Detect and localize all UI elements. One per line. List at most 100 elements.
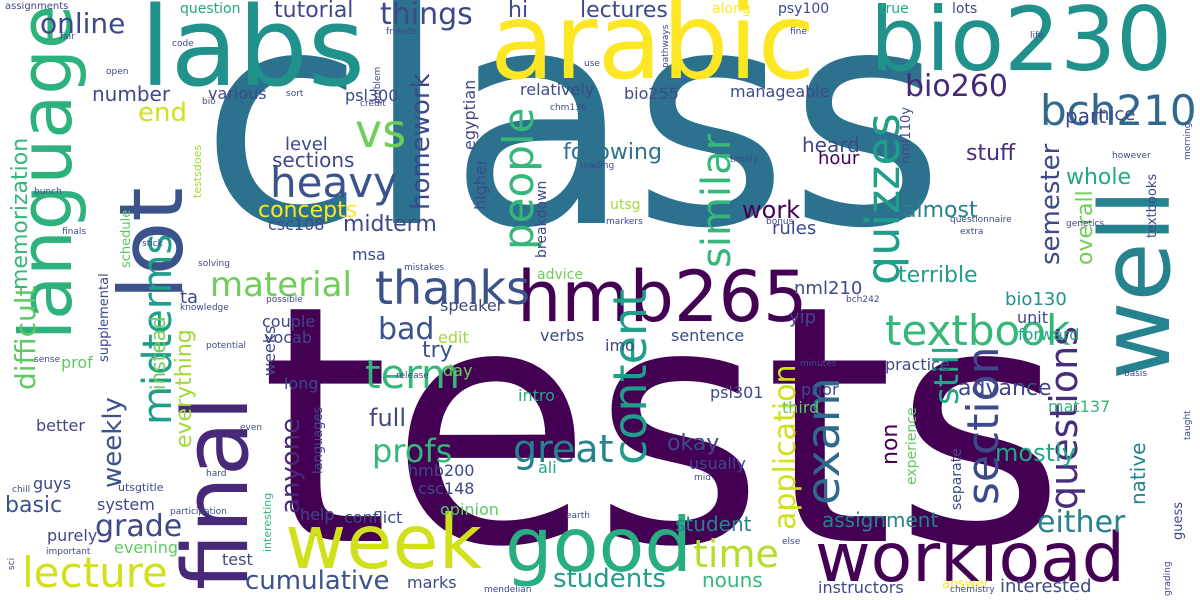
word-cumulative: cumulative xyxy=(245,566,390,596)
word-csc108: csc108 xyxy=(268,215,325,234)
word-higher: higher xyxy=(471,158,490,210)
word-basic: basic xyxy=(5,493,63,518)
word-utsgtitle: utsgtitle xyxy=(118,481,164,494)
word-end: end xyxy=(138,98,187,128)
word-weeks: weeks xyxy=(260,325,279,376)
word-heard: heard xyxy=(802,133,860,157)
word-things: things xyxy=(380,0,473,32)
word-prior: prior xyxy=(801,380,839,399)
word-third: third xyxy=(782,398,820,417)
word-day: day xyxy=(443,361,473,380)
word-whole: whole xyxy=(1066,165,1132,190)
word-rules: rules xyxy=(772,218,817,239)
word-vocab: vocab xyxy=(264,328,313,347)
word-schedule: schedule xyxy=(119,209,134,268)
word-similar: similar xyxy=(694,133,740,268)
word-opinion: opinion xyxy=(440,500,499,519)
word-earth: earth xyxy=(566,511,590,521)
word-good: good xyxy=(505,501,692,589)
word-hi: hi xyxy=(508,0,529,23)
word-bio260: bio260 xyxy=(905,69,1008,104)
word-sections: sections xyxy=(272,148,355,172)
word-test: test xyxy=(222,550,253,569)
word-part: part xyxy=(1065,104,1107,128)
word-timely: timely xyxy=(730,155,759,165)
word-textbook: textbook xyxy=(885,306,1071,355)
word-practice: practice xyxy=(885,355,950,374)
word-egyptian: egyptian xyxy=(460,79,479,150)
word-release: release xyxy=(396,371,429,381)
word-even: even xyxy=(240,423,263,433)
word-profs: profs xyxy=(372,432,453,470)
word-various: various xyxy=(208,84,267,103)
word-mat137: mat137 xyxy=(1048,397,1111,416)
word-homework: homework xyxy=(406,73,436,210)
word-intro: intro xyxy=(518,386,555,405)
word-psl300: psl300 xyxy=(345,86,399,105)
word-native: native xyxy=(1126,442,1150,505)
word-potential: potential xyxy=(206,341,247,351)
word-utsg: utsg xyxy=(610,197,641,213)
word-terrible: terrible xyxy=(898,263,978,288)
word-basis: basis xyxy=(1124,369,1148,379)
word-psl301: psl301 xyxy=(710,383,764,402)
word-heavy: heavy xyxy=(270,158,398,207)
word-content: content xyxy=(603,288,657,465)
word-full: full xyxy=(369,404,406,432)
word-bio255: bio255 xyxy=(624,84,679,103)
word-purely: purely xyxy=(47,526,98,545)
word-supplemental: supplemental xyxy=(97,273,112,362)
word-memorization: memorization xyxy=(8,137,33,290)
word-online: online xyxy=(40,7,126,40)
word-chill: chill xyxy=(12,485,31,495)
word-knowledge: knowledge xyxy=(180,303,229,313)
word-arabic: arabic xyxy=(490,0,816,103)
word-advance: advance xyxy=(958,376,1052,401)
word-class: class xyxy=(200,0,945,294)
word-stick: stick xyxy=(142,239,163,249)
word-bch210: bch210 xyxy=(1040,86,1197,135)
word-lots: lots xyxy=(952,1,978,17)
word-weekly: weekly xyxy=(98,397,128,488)
word-anyone: anyone xyxy=(276,417,306,514)
word-credit: credit xyxy=(360,99,386,109)
word-pathways: pathways xyxy=(661,24,671,68)
word-finals: finals xyxy=(62,227,87,237)
word-try: try xyxy=(422,338,453,363)
word-minutes: minutes xyxy=(800,359,837,369)
word-extra: extra xyxy=(960,227,984,237)
word-experience: experience xyxy=(904,407,920,485)
word-grading: grading xyxy=(1163,561,1173,596)
word-questions: questions xyxy=(1042,326,1086,510)
word-great: great xyxy=(513,427,614,471)
word-following: following xyxy=(563,140,662,165)
word-material: material xyxy=(210,265,352,305)
word-either: either xyxy=(1037,505,1126,540)
word-code: code xyxy=(172,39,194,49)
word-better: better xyxy=(36,416,85,435)
word-fair: fair xyxy=(60,32,75,42)
word-mid: mid xyxy=(694,473,711,483)
word-nml210: nml210 xyxy=(794,278,863,299)
word-bch242: bch242 xyxy=(846,295,880,305)
word-mostly: mostly xyxy=(995,439,1076,467)
word-chm136: chm136 xyxy=(550,103,587,113)
word-true: true xyxy=(880,1,909,17)
word-long: long xyxy=(284,374,319,393)
word-student: student xyxy=(675,512,752,536)
word-bad: bad xyxy=(378,312,435,347)
word-everything: everything xyxy=(172,329,197,448)
word-bio130: bio130 xyxy=(1005,289,1067,310)
word-guess: guess xyxy=(1171,501,1186,540)
word-mistakes: mistakes xyxy=(404,263,445,273)
word-else: else xyxy=(782,537,801,547)
word-friends: friends xyxy=(386,27,418,37)
word-msa: msa xyxy=(352,245,386,264)
word-tests: tests xyxy=(260,235,1066,600)
word-okay: okay xyxy=(667,431,720,456)
word-imo: imo xyxy=(605,336,635,355)
word-semester: semester xyxy=(1036,143,1066,265)
word-vs: vs xyxy=(355,104,407,158)
word-instructors: instructors xyxy=(818,578,904,597)
